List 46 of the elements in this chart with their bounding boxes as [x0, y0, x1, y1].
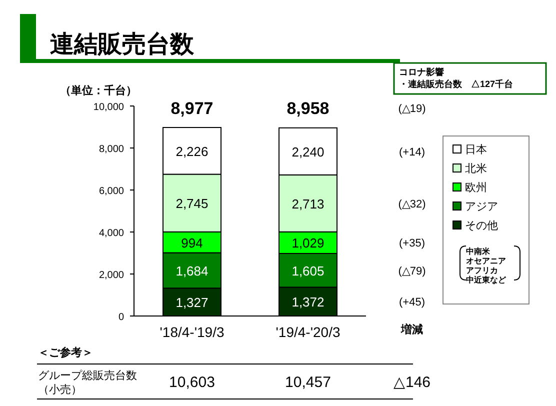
data-label: 2,226	[176, 144, 208, 159]
y-tick-label: 0	[118, 312, 124, 323]
y-tick-label: 2,000	[98, 270, 124, 281]
text: コロナ影響	[399, 67, 444, 77]
text: 10,603	[169, 374, 215, 391]
text: ・連結販売台数 △127千台	[399, 79, 514, 89]
text: (△32)	[398, 198, 426, 210]
chart-title: 連結販売台数	[50, 31, 195, 58]
y-tick-label: 8,000	[98, 144, 124, 155]
y-tick-label: 6,000	[98, 186, 124, 197]
text: （小売）	[38, 383, 82, 396]
text: (+45)	[399, 296, 425, 309]
data-label: 2,713	[292, 196, 324, 212]
y-tick-label: 4,000	[98, 228, 124, 239]
text: (+35)	[399, 238, 425, 250]
text: 中近東など	[466, 276, 507, 284]
legend-label: 日本	[465, 143, 487, 156]
data-label: 2,240	[292, 144, 324, 160]
data-label: 1,029	[292, 236, 324, 251]
text: 10,457	[285, 374, 331, 391]
text: ＜ご参考＞	[38, 346, 93, 359]
text: 増減	[400, 323, 423, 336]
legend-label: アジア	[465, 201, 498, 213]
total-label: 8,977	[170, 99, 214, 118]
text: (△19)	[398, 103, 426, 115]
legend-label: 欧州	[465, 181, 487, 194]
text: グループ総販売台数	[38, 369, 137, 382]
data-label: 1,372	[292, 294, 324, 310]
text: 中南米	[466, 247, 491, 256]
text: △146	[393, 374, 431, 391]
text: (+14)	[399, 146, 425, 158]
data-label: 1,327	[176, 295, 208, 310]
text: オセアニア	[466, 256, 506, 266]
legend-label: その他	[465, 220, 498, 232]
total-label: 8,958	[286, 99, 330, 118]
legend-label: 北米	[465, 162, 487, 175]
y-axis-title: （単位：千台）	[60, 84, 137, 97]
y-tick-label: 10,000	[93, 102, 124, 113]
data-label: 2,745	[176, 196, 208, 212]
x-tick-label: '19/4-'20/3	[276, 324, 340, 340]
text: アフリカ	[466, 266, 498, 275]
data-label: 1,684	[176, 263, 208, 278]
text: (△79)	[398, 265, 426, 278]
data-label: 1,605	[292, 263, 324, 278]
data-label: 994	[181, 235, 203, 250]
x-tick-label: '18/4-'19/3	[160, 324, 224, 340]
